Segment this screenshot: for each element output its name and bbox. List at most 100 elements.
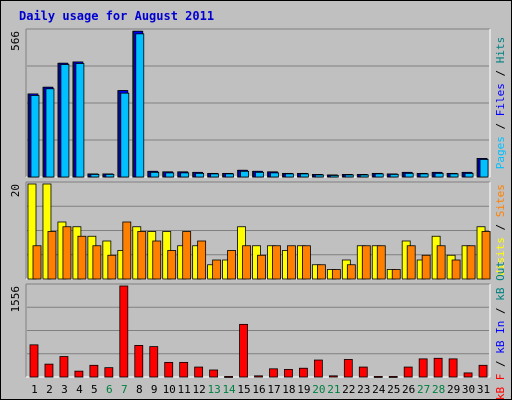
pages-bar-day-10 <box>165 172 175 178</box>
x-tick-label-day-14: 14 <box>222 383 236 396</box>
x-tick-label-day-8: 8 <box>136 383 143 396</box>
pages-bar-day-5 <box>90 174 100 178</box>
kbf-bar-day-24 <box>373 376 383 378</box>
sites-bar-day-21 <box>331 269 341 280</box>
kbf-bar-day-10 <box>164 361 174 378</box>
x-tick-label-day-26: 26 <box>402 383 415 396</box>
kbf-bar-day-5 <box>89 364 99 378</box>
pages-bar-day-4 <box>75 63 85 178</box>
legend-entry: kB F <box>494 374 507 399</box>
chart-title: Daily usage for August 2011 <box>19 9 215 23</box>
legend-entry: Hits <box>494 37 507 64</box>
kbf-bar-day-9 <box>149 346 159 378</box>
legend-entry: Sites <box>494 184 507 217</box>
x-tick-label-day-29: 29 <box>447 383 460 396</box>
sites-bar-day-28 <box>436 245 446 280</box>
x-tick-label-day-22: 22 <box>342 383 355 396</box>
pages-bar-day-7 <box>120 92 130 178</box>
x-tick-label-day-17: 17 <box>267 383 280 396</box>
sites-bar-day-12 <box>197 240 207 280</box>
x-tick-label-day-30: 30 <box>462 383 475 396</box>
kbf-bar-day-16 <box>254 375 263 378</box>
legend-entry: Pages <box>494 136 507 169</box>
sites-bar-day-8 <box>137 231 147 280</box>
legend-entry: Files <box>494 83 507 116</box>
kbf-bar-day-17 <box>269 368 278 378</box>
x-tick-label-day-3: 3 <box>61 383 68 396</box>
x-tick-label-day-24: 24 <box>372 383 386 396</box>
pages-bar-day-9 <box>150 171 160 178</box>
sites-bar-day-15 <box>242 245 251 280</box>
panel-3-legend: kB F / kB In / kB Out <box>494 261 507 399</box>
kbf-bar-day-14 <box>224 376 233 378</box>
legend-entry: kB In <box>494 321 507 354</box>
kbf-bar-day-12 <box>194 366 204 378</box>
x-tick-label-day-27: 27 <box>417 383 430 396</box>
pages-bar-day-11 <box>180 172 190 178</box>
kbf-bar-day-6 <box>104 367 114 378</box>
pages-bar-day-26 <box>404 172 414 178</box>
x-tick-label-day-28: 28 <box>432 383 445 396</box>
kbf-bar-day-26 <box>403 366 413 378</box>
x-tick-label-day-4: 4 <box>76 383 83 396</box>
kbf-bar-day-27 <box>418 358 428 378</box>
sites-bar-day-22 <box>346 264 356 280</box>
sites-bar-day-2 <box>47 231 57 280</box>
legend-entry: Visits <box>494 237 507 277</box>
pages-bar-day-29 <box>449 173 459 178</box>
sites-bar-day-30 <box>466 245 476 280</box>
pages-bar-day-27 <box>419 173 429 178</box>
kbf-bar-day-22 <box>343 359 353 378</box>
x-tick-label-day-9: 9 <box>151 383 158 396</box>
pages-bar-day-18 <box>285 173 294 178</box>
sites-bar-day-27 <box>421 254 431 280</box>
panel-2-scale-label: 20 <box>9 184 22 197</box>
kbf-bar-day-30 <box>463 372 473 378</box>
panel-1-legend: Pages / Files / Hits <box>494 37 507 170</box>
kbf-bar-day-18 <box>284 368 293 378</box>
legend-entry: / <box>494 301 507 321</box>
kbf-bar-day-20 <box>313 359 323 378</box>
pages-bar-day-3 <box>60 64 70 178</box>
sites-bar-day-23 <box>361 245 371 280</box>
sites-bar-day-24 <box>376 245 386 280</box>
kbf-bar-day-7 <box>119 285 129 378</box>
legend-entry: / <box>494 63 507 83</box>
pages-bar-day-8 <box>135 33 145 178</box>
sites-bar-day-17 <box>272 245 281 280</box>
pages-bar-day-14 <box>225 173 234 178</box>
x-tick-label-day-15: 15 <box>237 383 250 396</box>
sites-bar-day-19 <box>302 245 311 280</box>
legend-entry: / <box>494 217 507 237</box>
kbf-bar-day-1 <box>29 344 39 378</box>
pages-bar-day-12 <box>195 172 205 178</box>
x-tick-label-day-18: 18 <box>282 383 295 396</box>
sites-bar-day-11 <box>182 231 192 280</box>
sites-bar-day-5 <box>92 245 102 280</box>
panel-1-scale-label: 566 <box>9 31 22 51</box>
sites-bar-day-20 <box>316 264 326 280</box>
sites-bar-day-26 <box>406 245 416 280</box>
sites-bar-day-1 <box>32 245 42 280</box>
panel-2-legend: Visits / Sites <box>494 184 507 277</box>
x-tick-label-day-5: 5 <box>91 383 98 396</box>
kbf-bar-day-3 <box>59 356 69 378</box>
sites-bar-day-4 <box>77 235 87 280</box>
x-tick-label-day-6: 6 <box>106 383 113 396</box>
x-tick-label-day-11: 11 <box>178 383 191 396</box>
legend-entry: kB Out <box>494 261 507 301</box>
pages-bar-day-22 <box>344 174 354 178</box>
x-tick-label-day-1: 1 <box>31 383 38 396</box>
kbf-bar-day-23 <box>358 366 368 378</box>
kbf-bar-day-29 <box>448 358 458 378</box>
x-tick-label-day-10: 10 <box>163 383 176 396</box>
legend-entry: / <box>494 116 507 136</box>
pages-bar-day-21 <box>329 175 339 178</box>
x-tick-label-day-23: 23 <box>357 383 370 396</box>
pages-bar-day-24 <box>374 173 384 178</box>
pages-bar-day-6 <box>105 174 115 178</box>
kbf-bar-day-19 <box>299 367 308 378</box>
x-tick-label-day-21: 21 <box>327 383 340 396</box>
